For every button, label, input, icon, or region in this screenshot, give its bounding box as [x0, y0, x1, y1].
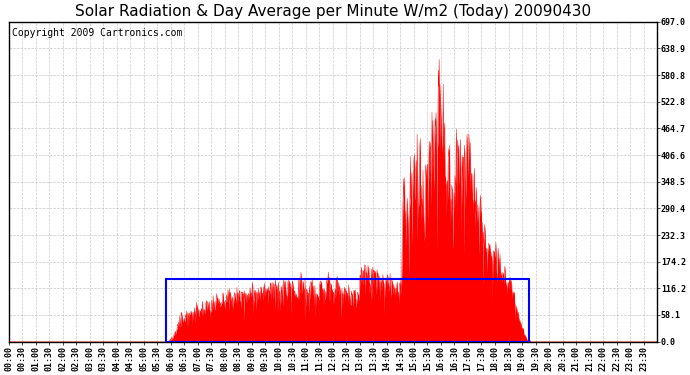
- Text: Copyright 2009 Cartronics.com: Copyright 2009 Cartronics.com: [12, 28, 182, 38]
- Bar: [166, 279, 529, 342]
- Title: Solar Radiation & Day Average per Minute W/m2 (Today) 20090430: Solar Radiation & Day Average per Minute…: [75, 4, 591, 19]
